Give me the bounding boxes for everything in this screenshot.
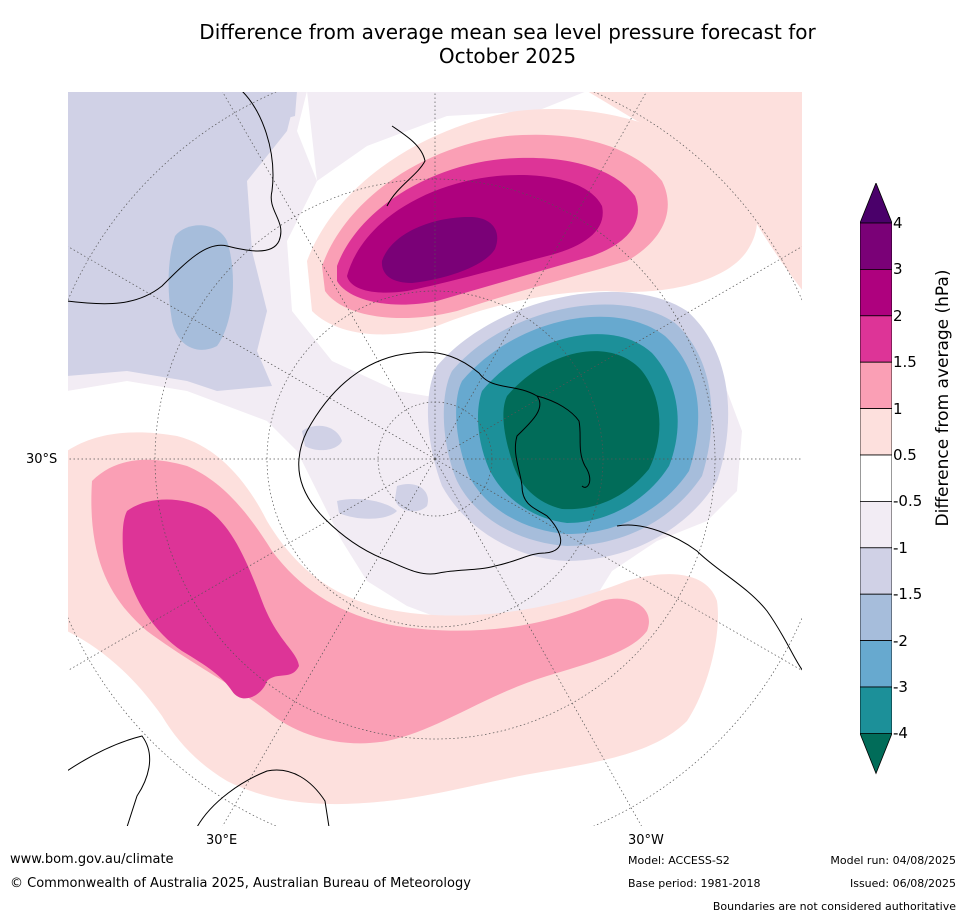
colorbar-bin [859,500,893,549]
africa-coastline [67,735,151,827]
model-name: Model: ACCESS-S2 [628,854,730,867]
anomaly-region [381,216,498,283]
anomaly-region [395,483,428,512]
model-run-date: Model run: 04/08/2025 [830,854,956,867]
antarctic-peninsula-coastline [536,395,591,488]
colorbar-extend-max [859,181,893,224]
south-america-coastline [616,524,803,672]
colorbar-bin [859,686,893,734]
longitude-label-east: 30°E [206,833,238,848]
anomaly-region [302,425,342,451]
issued-date: Issued: 06/08/2025 [849,877,956,890]
colorbar-tick-label: -3 [893,678,908,696]
colorbar-tick-label: 1.5 [893,353,917,372]
boundaries-disclaimer: Boundaries are not considered authoritat… [712,900,956,913]
africa-coastline [196,769,330,827]
colorbar-bin [859,547,893,595]
latitude-label: 30°S [26,452,58,467]
colorbar-bin [859,315,893,363]
longitude-label-west: 30°W [628,833,664,848]
colorbar-tick-label: 3 [893,260,903,279]
new-zealand-coastline [386,125,426,207]
colorbar-bin [859,361,893,409]
colorbar-tick-label: -1 [893,538,908,557]
website-link[interactable]: www.bom.gov.au/climate [10,852,174,867]
anomaly-region [168,225,233,350]
australia-coastline [67,91,282,305]
anomaly-region [307,91,587,181]
colorbar-bin [859,408,893,456]
colorbar-extend-min [859,733,893,775]
colorbar-bin [859,454,893,502]
graticule [67,91,803,827]
copyright-notice: © Commonwealth of Australia 2025, Austra… [10,876,471,891]
colorbar-tick-label: -4 [893,724,908,743]
colorbar-tick-label: -1.5 [893,585,923,604]
anomaly-region [503,351,660,510]
colorbar-tick-label: 0.5 [893,446,917,464]
title-line-1: Difference from average mean sea level p… [199,20,816,44]
colorbar-bin [859,593,893,642]
title-line-2: October 2025 [438,44,577,68]
base-period: Base period: 1981-2018 [628,877,761,890]
colorbar-tick-label: -2 [893,631,908,650]
colorbar-tick-label: 1 [893,399,903,418]
antarctica-coastline [298,351,562,575]
map [67,91,803,827]
colorbar-tick-label: 4 [893,214,903,232]
colorbar-bin [859,222,893,270]
anomaly-region [337,499,397,519]
colorbar [859,181,893,787]
colorbar-bin [859,269,893,317]
colorbar-bin [859,640,893,688]
colorbar-tick-label: 2 [893,306,903,325]
colorbar-tick-label: -0.5 [893,492,923,511]
anomaly-region [227,91,297,126]
colorbar-title: Difference from average (hPa) [933,269,953,527]
anomaly-region [587,91,803,291]
chart-title: Difference from average mean sea level p… [70,20,945,68]
anomaly-region [122,499,300,699]
